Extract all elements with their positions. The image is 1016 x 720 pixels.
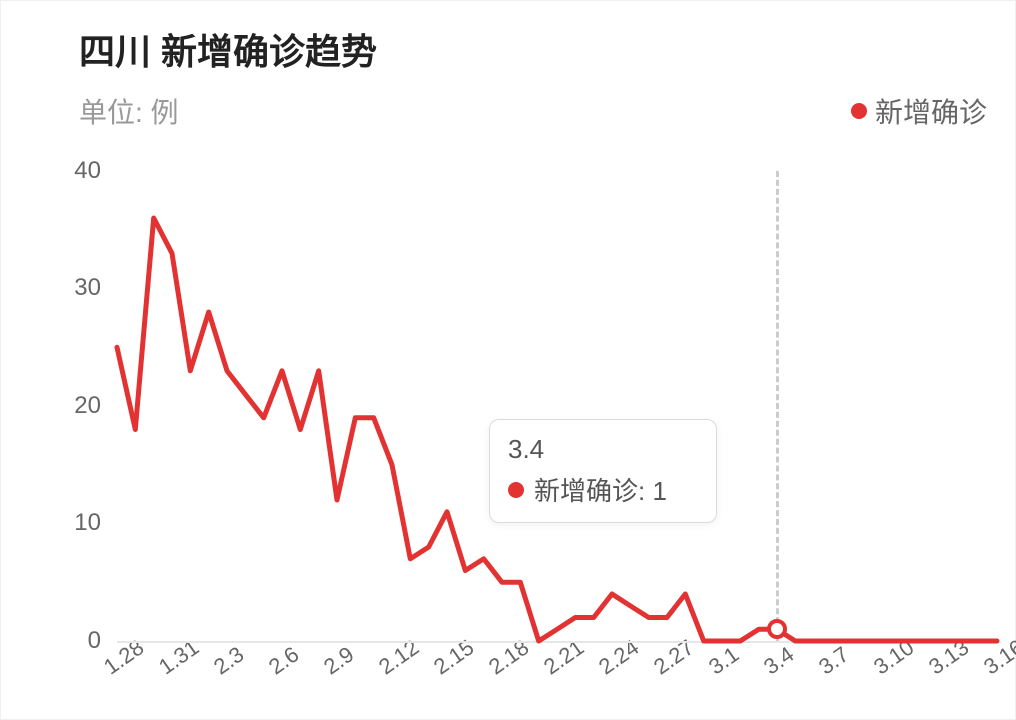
x-tick-label: 2.3 xyxy=(209,641,249,680)
tooltip-date: 3.4 xyxy=(508,434,698,465)
tooltip: 3.4 新增确诊: 1 xyxy=(489,419,717,523)
legend-dot-icon xyxy=(851,103,867,119)
x-tick-label: 3.4 xyxy=(759,641,799,680)
tooltip-series-label: 新增确诊 xyxy=(534,476,638,506)
chart-container: 四川 新增确诊趋势 单位: 例 新增确诊 010203040 1.281.312… xyxy=(0,0,1016,720)
y-tick-label: 20 xyxy=(1,392,101,420)
y-tick-label: 10 xyxy=(1,509,101,537)
legend: 新增确诊 xyxy=(851,91,987,131)
legend-label: 新增确诊 xyxy=(875,91,987,131)
x-tick-label: 3.7 xyxy=(814,641,854,680)
highlight-marker-icon xyxy=(767,619,787,639)
y-tick-label: 40 xyxy=(1,157,101,185)
chart-title: 四川 新增确诊趋势 xyxy=(79,23,377,75)
y-tick-label: 30 xyxy=(1,274,101,302)
x-tick-label: 3.1 xyxy=(704,641,744,680)
x-tick-label: 2.9 xyxy=(319,641,359,680)
line-series-svg xyxy=(117,171,997,641)
plot-area[interactable] xyxy=(117,171,997,641)
tooltip-text: 新增确诊: 1 xyxy=(534,471,667,508)
x-tick-label: 2.6 xyxy=(264,641,304,680)
tooltip-dot-icon xyxy=(508,482,524,498)
tooltip-value: 1 xyxy=(652,476,666,506)
y-tick-label: 0 xyxy=(1,627,101,655)
unit-label: 单位: 例 xyxy=(79,91,179,131)
